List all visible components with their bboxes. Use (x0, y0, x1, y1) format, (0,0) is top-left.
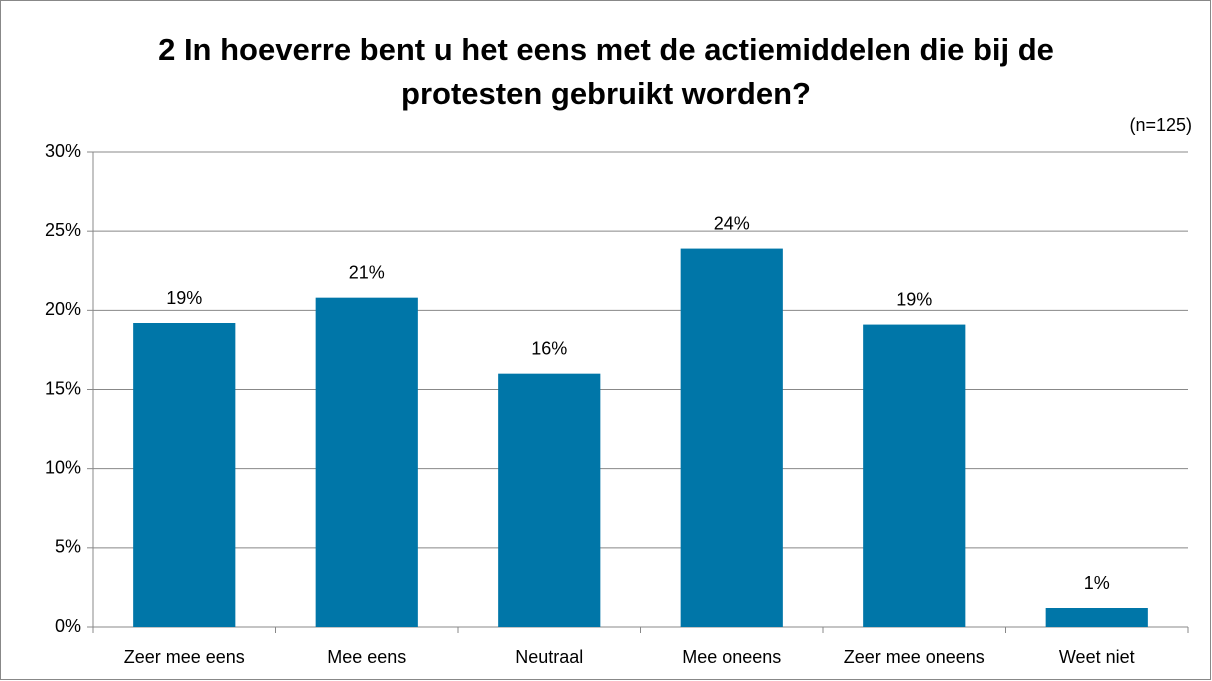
y-tick-label: 25% (45, 220, 81, 240)
x-tick-label: Mee oneens (682, 647, 781, 667)
data-label: 16% (531, 338, 567, 358)
x-tick-label: Weet niet (1059, 647, 1135, 667)
bar (1045, 608, 1148, 627)
bar (315, 297, 418, 627)
y-tick-label: 15% (45, 378, 81, 398)
bar (498, 373, 601, 627)
data-label: 19% (166, 288, 202, 308)
x-tick-label: Zeer mee oneens (844, 647, 985, 667)
chart-title: 2 In hoeverre bent u het eens met de act… (158, 32, 1054, 111)
annotation: (n=125) (1129, 115, 1192, 135)
y-tick-label: 0% (55, 616, 81, 636)
y-tick-label: 5% (55, 537, 81, 557)
bar (133, 323, 236, 627)
y-tick-label: 30% (45, 141, 81, 161)
data-label: 1% (1084, 573, 1110, 593)
data-label: 21% (349, 262, 385, 282)
y-tick-label: 20% (45, 299, 81, 319)
data-label: 24% (714, 213, 750, 233)
x-tick-label: Neutraal (515, 647, 583, 667)
bar (863, 324, 966, 627)
y-tick-label: 10% (45, 457, 81, 477)
x-tick-label: Mee eens (327, 647, 406, 667)
bar (680, 248, 783, 628)
x-tick-label: Zeer mee eens (124, 647, 245, 667)
data-label: 19% (896, 289, 932, 309)
